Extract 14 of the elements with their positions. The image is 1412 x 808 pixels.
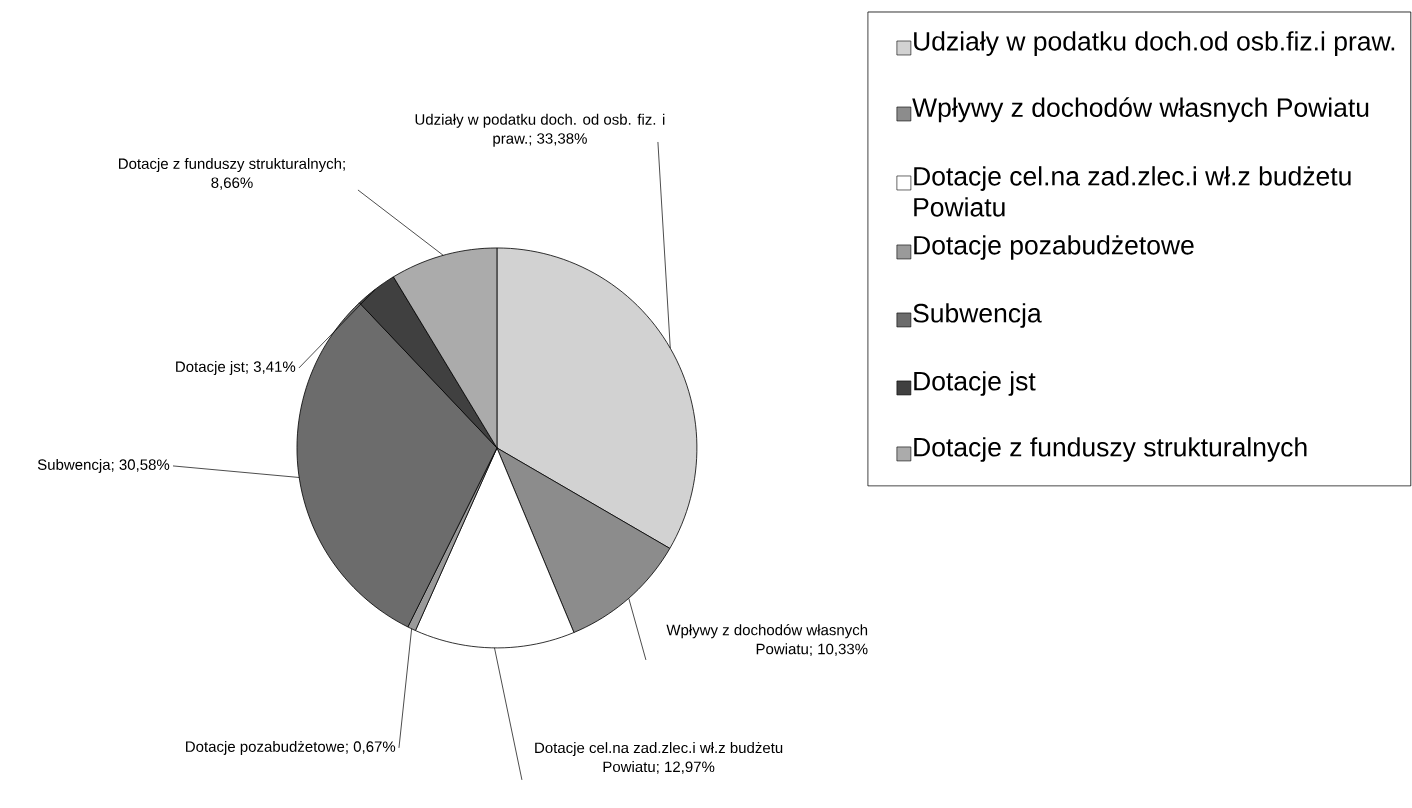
legend-label: Subwencja — [913, 303, 1042, 328]
legend-label: Dotacje pozabudżetowe — [914, 235, 1194, 260]
legend-label: Udziały w podatku doch.od osb.fiz.i praw. — [914, 31, 1395, 56]
legend-label: Dotacje z funduszy strukturalnych — [914, 437, 1307, 462]
data-label: Subwencja; 30,58% — [37, 459, 170, 473]
data-label: Dotacje cel.na zad.zlec.i wł.z budżetu Powiatu; 12,97% — [535, 742, 783, 774]
data-label: Dotacje z funduszy strukturalnych; 8,66% — [119, 158, 345, 190]
legend-label: Wpływy z dochodów własnych Powiatu — [912, 97, 1369, 123]
data-label: Dotacje jst; 3,41% — [176, 361, 296, 375]
data-label: Udziały w podatku doch. od osb. fiz. i praw.; 33,38% — [415, 113, 665, 147]
data-label: Dotacje pozabudżetowe; 0,67% — [186, 740, 396, 755]
data-label: Wpływy z dochodów własnych Powiatu; 10,33% — [666, 624, 868, 657]
legend-label: Dotacje jst — [914, 371, 1036, 396]
legend-label: Dotacje cel.na zad.zlec.i wł.z budżetu Powiatu — [914, 166, 1351, 217]
